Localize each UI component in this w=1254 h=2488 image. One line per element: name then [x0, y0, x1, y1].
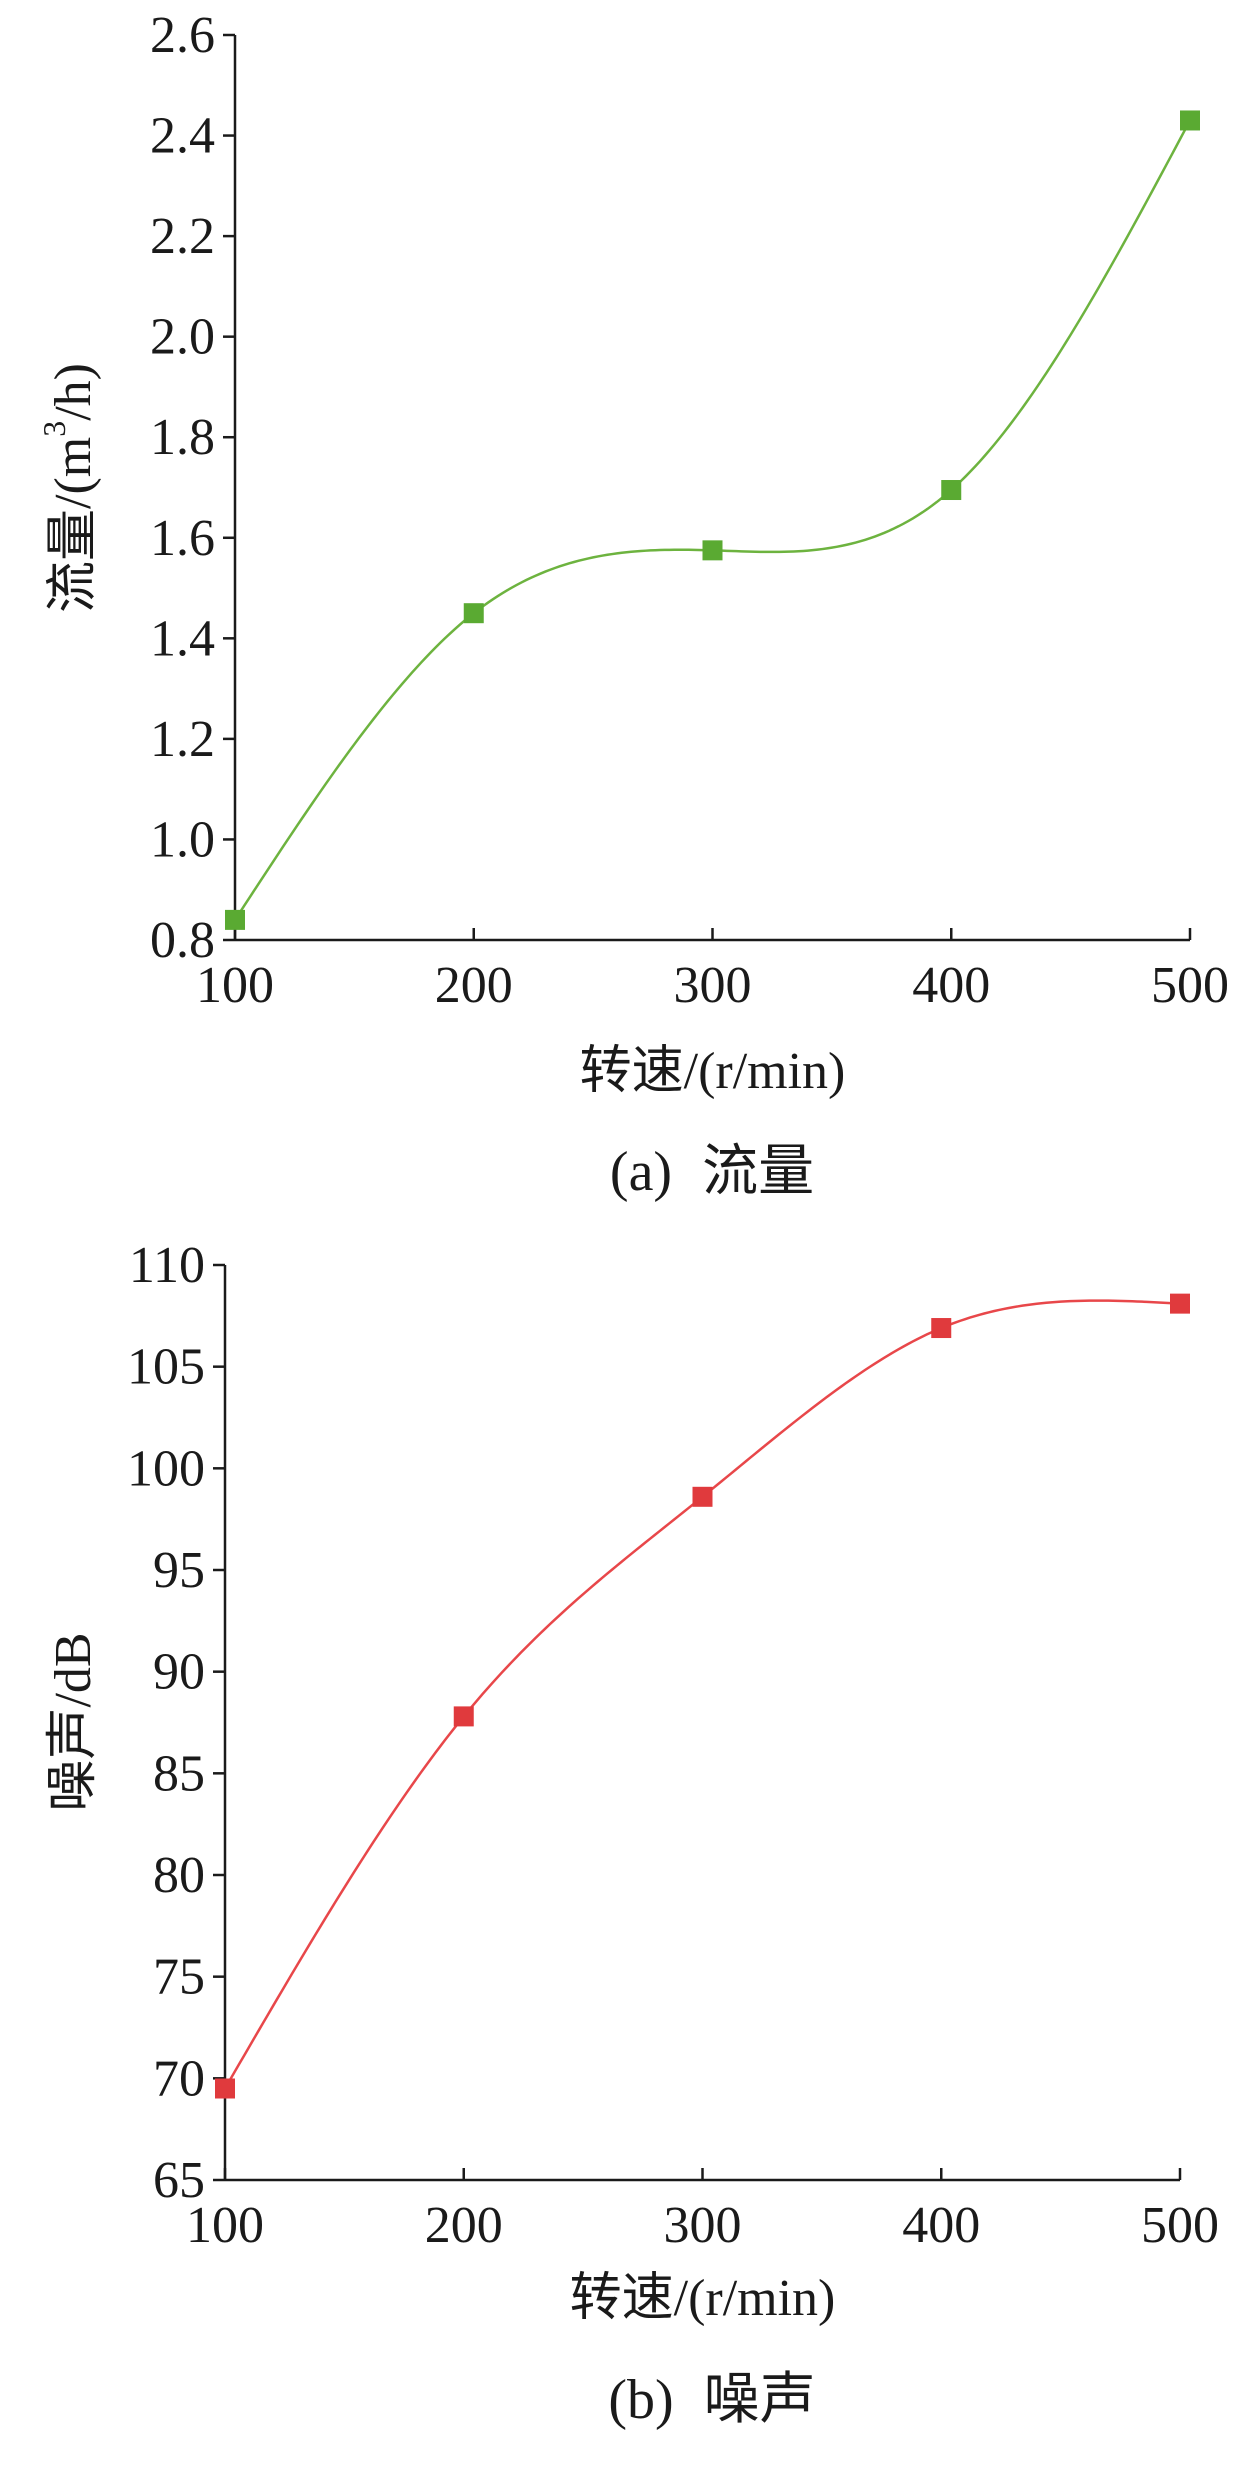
panel-caption: (b) 噪声 [608, 2369, 815, 2431]
y-tick-labels: 0.8 1.0 1.2 1.4 1.6 1.8 2.0 2.2 2.4 2.6 [150, 7, 215, 969]
x-tick-label: 400 [912, 957, 990, 1014]
chart-panel-flow: 0.8 1.0 1.2 1.4 1.6 1.8 2.0 2.2 2.4 2.6 100 200 300… [36, 7, 1229, 1203]
x-tick-label: 400 [902, 2197, 980, 2254]
x-tick-labels: 100 200 300 400 500 [186, 2197, 1219, 2254]
y-tick-label: 2.6 [150, 7, 215, 64]
y-tick-labels: 65 70 75 80 85 90 95 100 105 110 [127, 1237, 205, 2209]
panel-label: (a) [610, 1141, 672, 1203]
axis-ticks [213, 1263, 1182, 2182]
y-axis-label-tail: /h) [45, 363, 102, 421]
y-tick-label: 1.8 [150, 409, 215, 466]
y-tick-label: 105 [127, 1339, 205, 1396]
data-point-marker [225, 909, 245, 930]
data-point-marker [215, 2078, 235, 2099]
series-line-flow [233, 119, 1192, 921]
y-tick-label: 0.8 [150, 912, 215, 969]
x-tick-label: 300 [674, 957, 752, 1014]
y-axis-label-main: 噪声/dB [45, 1632, 102, 1811]
y-tick-label: 95 [153, 1542, 205, 1599]
x-axis-label: 转速/(r/min) [580, 1043, 846, 1100]
y-tick-label: 1.0 [150, 811, 215, 868]
y-tick-label: 110 [129, 1237, 205, 1294]
y-axis-label-superscript: 3 [36, 421, 72, 437]
y-tick-label: 2.0 [150, 309, 215, 366]
y-axis-label: 流量/(m3/h) [36, 363, 102, 613]
x-tick-label: 100 [196, 957, 274, 1014]
data-point-marker [941, 480, 962, 501]
y-tick-label: 70 [153, 2050, 205, 2107]
panel-caption: (a) 流量 [610, 1141, 814, 1203]
axis-ticks [223, 33, 1192, 942]
data-point-marker [463, 603, 484, 624]
x-tick-labels: 100 200 300 400 500 [196, 957, 1229, 1014]
y-axis-label: 噪声/dB [45, 1632, 102, 1811]
series-line-noise [223, 1299, 1181, 2090]
data-point-marker [1170, 1293, 1190, 1314]
data-markers [215, 1293, 1190, 2099]
data-point-marker [702, 540, 723, 561]
x-axis-label: 转速/(r/min) [570, 2270, 836, 2327]
y-tick-label: 1.6 [150, 510, 215, 567]
y-tick-label: 65 [153, 2152, 205, 2209]
x-tick-label: 200 [425, 2197, 503, 2254]
panel-label: (b) [608, 2369, 673, 2431]
data-point-marker [1180, 110, 1200, 131]
data-point-marker [692, 1486, 713, 1507]
x-tick-label: 500 [1151, 957, 1229, 1014]
y-tick-label: 100 [127, 1440, 205, 1497]
x-tick-label: 100 [186, 2197, 264, 2254]
data-point-marker [931, 1318, 952, 1339]
y-tick-label: 75 [153, 1949, 205, 2006]
y-tick-label: 2.4 [150, 108, 215, 165]
data-markers [225, 110, 1200, 930]
y-tick-label: 90 [153, 1644, 205, 1701]
data-point-marker [453, 1706, 474, 1727]
y-tick-label: 1.4 [150, 610, 215, 667]
panel-caption-text: 流量 [702, 1141, 814, 1203]
x-tick-label: 300 [664, 2197, 742, 2254]
y-tick-label: 1.2 [150, 711, 215, 768]
x-tick-label: 500 [1141, 2197, 1219, 2254]
panel-caption-text: 噪声 [704, 2369, 816, 2431]
y-tick-label: 2.2 [150, 208, 215, 265]
y-tick-label: 80 [153, 1847, 205, 1904]
y-axis-label-main: 流量/(m [45, 437, 102, 613]
x-tick-label: 200 [435, 957, 513, 1014]
y-tick-label: 85 [153, 1745, 205, 1802]
